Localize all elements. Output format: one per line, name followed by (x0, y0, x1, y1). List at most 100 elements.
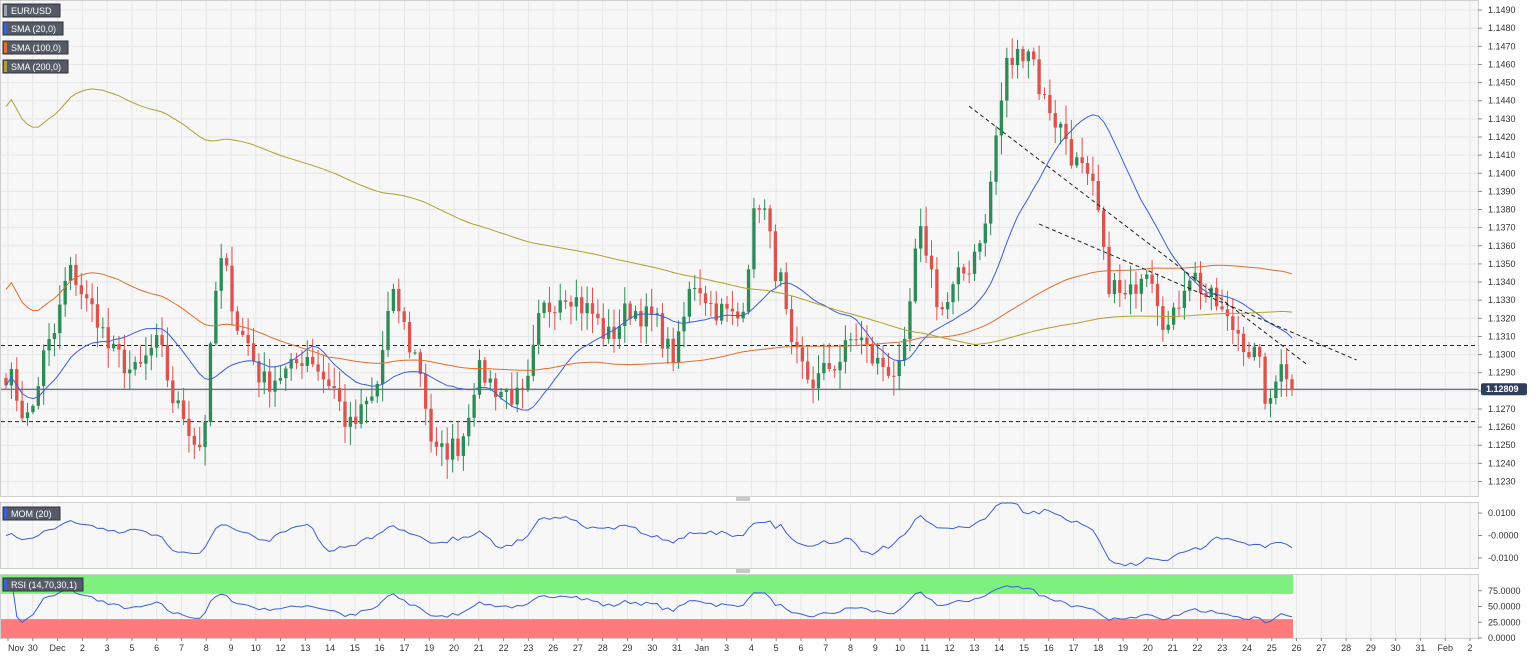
y-tick-label: 1.1440 (1488, 96, 1516, 106)
candle-body (580, 297, 584, 314)
x-tick-label: 13 (969, 643, 979, 653)
sma-line (5, 114, 1293, 411)
x-tick-label: 14 (994, 643, 1004, 653)
candle-body (63, 280, 67, 305)
sma100-legend-box[interactable] (2, 40, 69, 55)
rsi-legend-box[interactable] (2, 577, 84, 592)
candle-body (1268, 398, 1273, 404)
sma200-legend-label: SMA (200,0) (11, 62, 61, 72)
candle-body (273, 380, 277, 392)
x-tick-label: 30 (1391, 643, 1401, 653)
candle-body (1021, 49, 1025, 62)
candle-body (214, 290, 218, 344)
last-price-badge (1481, 383, 1527, 396)
y-tick-label: -0.0000 (1488, 531, 1519, 541)
candle-body (698, 287, 702, 294)
candle-body (886, 367, 891, 376)
y-tick-label: 1.1420 (1488, 132, 1516, 142)
candle-body (364, 400, 369, 405)
x-tick-label: 3 (724, 643, 729, 653)
candle-body (251, 343, 256, 362)
candle-body (52, 333, 57, 340)
symbol-legend-box[interactable] (2, 3, 61, 18)
candle-body (483, 360, 487, 383)
rsi-line (10, 578, 1293, 624)
candle-body (154, 335, 159, 348)
candle-body (531, 344, 535, 376)
candle-body (1150, 274, 1154, 284)
rsi-legend-swatch (4, 579, 7, 590)
trendline (968, 105, 1309, 366)
candle-body (585, 303, 589, 314)
candle-body (1026, 51, 1031, 62)
candle-body (504, 389, 509, 392)
candle-body (563, 300, 568, 302)
y-tick-label: 1.1320 (1488, 313, 1516, 323)
candle-body (106, 327, 110, 349)
candle-body (1290, 379, 1294, 390)
candle-body (510, 389, 514, 405)
pane-splitter-handle[interactable] (736, 569, 750, 573)
candle-body (596, 313, 600, 319)
candle-body (235, 311, 240, 331)
candle-body (1134, 284, 1138, 294)
y-axis: 1.12301.12401.12501.12601.12701.12801.12… (1478, 5, 1516, 486)
sma200-legend-box[interactable] (2, 59, 69, 74)
mom-axis: 0.0100 -0.0000 -0.0100 (1478, 508, 1519, 563)
y-tick-label: 0.0100 (1488, 508, 1516, 518)
candle-body (111, 343, 116, 349)
candle-body (1225, 309, 1230, 317)
candle-body (1005, 57, 1009, 101)
candle-body (246, 334, 250, 344)
candle-body (757, 208, 761, 210)
candle-body (1166, 324, 1170, 330)
mom-legend-box[interactable] (2, 506, 61, 521)
candle-body (1139, 278, 1144, 294)
candle-body (1128, 284, 1133, 295)
candle-body (300, 363, 304, 366)
y-tick-label: 1.1390 (1488, 186, 1516, 196)
pane-splitter-handle[interactable] (736, 497, 750, 501)
candle-body (343, 401, 347, 427)
candle-body (1236, 329, 1240, 334)
candle-body (639, 310, 643, 327)
sma100-legend-label: SMA (100,0) (11, 43, 61, 53)
y-tick-label: 1.1310 (1488, 331, 1516, 341)
candle-body (763, 208, 767, 210)
sma20-legend-box[interactable] (2, 21, 64, 36)
x-tick-label: 7 (179, 643, 184, 653)
candle-body (693, 287, 697, 289)
candle-body (321, 371, 326, 380)
candle-body (859, 337, 864, 341)
candle-body (795, 342, 799, 348)
y-tick-label: 1.1460 (1488, 59, 1516, 69)
candle-body (407, 322, 412, 353)
candle-body (1042, 94, 1047, 96)
candle-body (725, 303, 729, 309)
candle-body (784, 272, 788, 310)
candle-body (972, 251, 977, 274)
candle-body (327, 379, 331, 387)
candle-body (779, 272, 783, 282)
y-tick-label: 1.1270 (1488, 404, 1516, 414)
x-tick-label: 12 (276, 643, 286, 653)
y-tick-label: 1.1400 (1488, 168, 1516, 178)
candle-body (714, 303, 718, 321)
candle-body (1241, 333, 1246, 353)
candle-body (41, 350, 46, 387)
candle-body (1080, 157, 1084, 164)
candle-body (316, 364, 320, 372)
candle-body (311, 356, 315, 365)
y-tick-label: 50.0000 (1488, 602, 1521, 612)
candle-body (176, 400, 180, 404)
y-tick-label: 1.1290 (1488, 368, 1516, 378)
candle-body (1209, 287, 1213, 298)
candle-body (628, 303, 632, 319)
candle-body (36, 386, 40, 406)
candle-body (149, 347, 153, 356)
y-tick-label: 1.1230 (1488, 476, 1516, 486)
y-tick-label: 1.1340 (1488, 277, 1516, 287)
candle-body (58, 304, 62, 334)
candle-body (332, 386, 336, 389)
